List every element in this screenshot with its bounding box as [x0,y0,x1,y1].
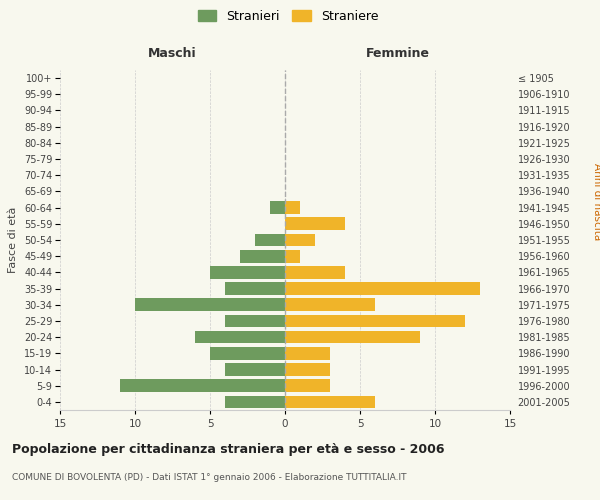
Bar [285,298,375,311]
Bar [225,314,285,328]
Bar [285,250,300,262]
Text: COMUNE DI BOVOLENTA (PD) - Dati ISTAT 1° gennaio 2006 - Elaborazione TUTTITALIA.: COMUNE DI BOVOLENTA (PD) - Dati ISTAT 1°… [12,472,407,482]
Bar [210,266,285,278]
Bar [285,314,465,328]
Bar [285,218,345,230]
Text: Maschi: Maschi [148,48,197,60]
Bar [210,347,285,360]
Bar [285,266,345,278]
Bar [120,380,285,392]
Bar [270,202,285,214]
Bar [285,202,300,214]
Bar [225,396,285,408]
Bar [285,363,330,376]
Bar [135,298,285,311]
Bar [255,234,285,246]
Bar [285,331,420,344]
Bar [195,331,285,344]
Legend: Stranieri, Straniere: Stranieri, Straniere [194,6,382,26]
Bar [285,234,315,246]
Bar [285,282,480,295]
Bar [240,250,285,262]
Bar [225,363,285,376]
Text: Anni di nascita: Anni di nascita [592,163,600,240]
Bar [285,396,375,408]
Bar [285,347,330,360]
Text: Popolazione per cittadinanza straniera per età e sesso - 2006: Popolazione per cittadinanza straniera p… [12,442,445,456]
Bar [225,282,285,295]
Bar [285,380,330,392]
Y-axis label: Fasce di età: Fasce di età [8,207,19,273]
Text: Femmine: Femmine [365,48,430,60]
